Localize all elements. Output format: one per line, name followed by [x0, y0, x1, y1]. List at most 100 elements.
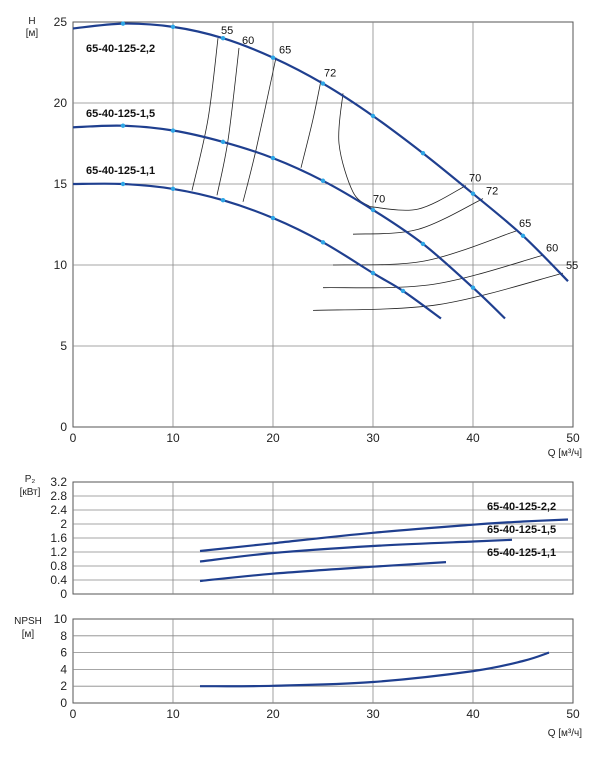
curve-marker	[120, 21, 126, 26]
x-tick-label: 0	[70, 707, 77, 721]
plot-frame	[72, 21, 574, 428]
curve-65-40-125-1,1	[72, 182, 442, 320]
y-tick-label: 0	[60, 420, 67, 434]
efficiency-label: 60	[242, 35, 254, 47]
x-tick-label: 50	[566, 431, 580, 445]
y-tick-label: 1.2	[50, 545, 67, 559]
y-tick-label: 4	[60, 662, 67, 676]
curve-65-40-125-1,5	[199, 538, 513, 563]
efficiency-line-60	[216, 47, 240, 196]
curve-marker	[470, 191, 476, 196]
efficiency-label-right: 55	[566, 260, 578, 272]
y-tick-label: 0	[60, 696, 67, 710]
curve-marker	[270, 215, 276, 221]
efficiency-label: 70	[373, 194, 385, 206]
x-tick-label: 10	[166, 707, 180, 721]
efficiency-label-right: 70	[469, 173, 481, 185]
curve-marker	[400, 288, 406, 294]
curve-marker	[370, 113, 376, 119]
curve-marker	[120, 181, 126, 187]
curve-marker	[220, 198, 226, 203]
curve-marker	[270, 155, 276, 161]
efficiency-label: 65	[279, 45, 291, 57]
power-axis-label-unit: [кВт]	[20, 487, 41, 498]
efficiency-label-right: 72	[486, 186, 498, 198]
npsh-axis-label-unit: [м]	[22, 629, 35, 640]
x-tick-label: 40	[466, 707, 480, 721]
npsh-chart-x-axis-label: Q [м³/ч]	[548, 728, 583, 739]
curve-marker	[220, 36, 226, 41]
plot-frame	[72, 618, 574, 704]
y-tick-label: 6	[60, 646, 67, 660]
x-tick-label: 30	[366, 707, 380, 721]
y-tick-label: 5	[60, 339, 67, 353]
y-tick-label: 2.8	[50, 489, 67, 503]
y-tick-label: 0	[60, 587, 67, 601]
x-tick-label: 40	[466, 431, 480, 445]
efficiency-label: 55	[221, 25, 233, 37]
curve-marker	[420, 151, 426, 156]
efficiency-line-72	[300, 80, 322, 168]
efficiency-line-right-55	[312, 272, 564, 311]
model-label: 65-40-125-1,5	[487, 524, 556, 536]
curve-marker	[270, 55, 276, 60]
curve-marker	[170, 24, 176, 30]
efficiency-line-right-65	[332, 230, 517, 266]
curve-marker	[470, 285, 476, 290]
x-tick-label: 20	[266, 707, 280, 721]
x-tick-label: 20	[266, 431, 280, 445]
curve-65-40-125-1,1	[199, 561, 447, 583]
y-tick-label: 3.2	[50, 475, 67, 489]
curve-65-40-125-2,2	[72, 22, 569, 282]
y-tick-label: 8	[60, 629, 67, 643]
curve-marker	[370, 270, 376, 276]
y-tick-label: 25	[54, 15, 68, 29]
efficiency-line-65	[242, 57, 277, 202]
y-tick-label: 1.6	[50, 531, 67, 545]
y-tick-label: 20	[54, 96, 68, 110]
y-tick-label: 0.8	[50, 559, 67, 573]
y-tick-label: 10	[54, 612, 68, 626]
model-label: 65-40-125-2,2	[86, 43, 155, 55]
efficiency-line-right-60	[322, 254, 544, 289]
curve-65-40-125-2,2	[199, 518, 569, 553]
curve-marker	[520, 233, 526, 239]
x-tick-label: 50	[566, 707, 580, 721]
model-label: 65-40-125-2,2	[487, 501, 556, 513]
model-label: 65-40-125-1,1	[86, 165, 155, 177]
curve-marker	[220, 139, 226, 145]
curve-marker	[170, 186, 176, 192]
y-tick-label: 2	[60, 517, 67, 531]
y-tick-label: 15	[54, 177, 68, 191]
y-tick-label: 10	[54, 258, 68, 272]
power-axis-label-symbol: P₂	[25, 474, 36, 485]
head-axis-label-symbol: H	[28, 16, 35, 27]
curve-65-40-125-1,5	[72, 124, 506, 320]
efficiency-line-right-70	[369, 185, 467, 211]
curve-marker	[170, 128, 176, 133]
curve-marker	[320, 240, 326, 245]
curve-marker	[320, 81, 326, 86]
curve-marker	[420, 241, 426, 247]
model-label: 65-40-125-1,1	[487, 547, 556, 559]
efficiency-label: 72	[324, 67, 336, 79]
y-tick-label: 2	[60, 679, 67, 693]
npsh-axis-label-symbol: NPSH	[14, 616, 42, 627]
efficiency-label-right: 65	[519, 218, 531, 230]
curve-marker	[370, 207, 376, 213]
curve-marker	[120, 123, 126, 128]
head-chart-x-axis-label: Q [м³/ч]	[548, 448, 583, 459]
x-tick-label: 0	[70, 431, 77, 445]
npsh-curve	[199, 651, 550, 688]
model-label: 65-40-125-1,5	[86, 108, 155, 120]
y-tick-label: 0.4	[50, 573, 67, 587]
curve-marker	[320, 178, 326, 183]
y-tick-label: 2.4	[50, 503, 67, 517]
efficiency-line-55	[191, 38, 219, 191]
efficiency-line-right-72	[352, 198, 484, 235]
x-tick-label: 10	[166, 431, 180, 445]
efficiency-label-right: 60	[546, 242, 558, 254]
head-axis-label-unit: [м]	[26, 28, 39, 39]
x-tick-label: 30	[366, 431, 380, 445]
